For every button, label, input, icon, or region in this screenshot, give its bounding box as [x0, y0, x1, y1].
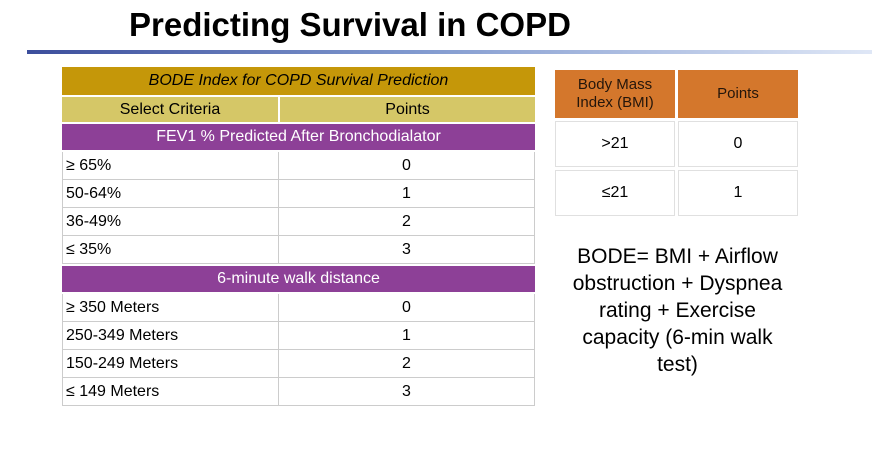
table-row: ≤ 35% 3	[62, 236, 535, 264]
points-cell: 3	[402, 382, 411, 400]
bode-index-table: BODE Index for COPD Survival Prediction …	[62, 67, 535, 406]
title-underline-rule	[27, 50, 872, 54]
points-cell: 2	[402, 354, 411, 372]
points-cell: 0	[402, 156, 411, 174]
slide-title: Predicting Survival in COPD	[129, 6, 571, 43]
points-cell: 1	[402, 184, 411, 202]
section-header-walk-distance: 6-minute walk distance	[62, 266, 535, 292]
criteria-cell: 50-64%	[63, 180, 279, 207]
bmi-points-column-header: Points	[678, 70, 798, 118]
bmi-points-cell: 1	[678, 170, 798, 216]
points-cell: 0	[402, 298, 411, 316]
column-header-select-criteria: Select Criteria	[62, 97, 278, 122]
points-cell: 1	[402, 326, 411, 344]
bode-formula-text: BODE= BMI + Airflow obstruction + Dyspne…	[572, 245, 783, 376]
points-cell: 2	[402, 212, 411, 230]
criteria-cell: ≤ 35%	[63, 236, 279, 263]
criteria-cell: ≤ 149 Meters	[63, 378, 279, 405]
table-row: 150-249 Meters 2	[62, 350, 535, 378]
bode-table-column-header-row: Select Criteria Points	[62, 97, 535, 122]
criteria-cell: 250-349 Meters	[63, 322, 279, 349]
bmi-value-cell: >21	[555, 121, 675, 167]
table-row: ≥ 65% 0	[62, 152, 535, 180]
table-row: ≤ 149 Meters 3	[62, 378, 535, 406]
table-row: 50-64% 1	[62, 180, 535, 208]
bmi-points-cell: 0	[678, 121, 798, 167]
table-row: 36-49% 2	[62, 208, 535, 236]
table-row: 250-349 Meters 1	[62, 322, 535, 350]
criteria-cell: ≥ 350 Meters	[63, 294, 279, 321]
criteria-cell: 150-249 Meters	[63, 350, 279, 377]
points-cell: 3	[402, 240, 411, 258]
table-row: ≥ 350 Meters 0	[62, 294, 535, 322]
criteria-cell: ≥ 65%	[63, 152, 279, 179]
column-header-points: Points	[280, 97, 535, 122]
bode-table-title: BODE Index for COPD Survival Prediction	[62, 67, 535, 95]
bmi-column-header: Body Mass Index (BMI)	[555, 70, 675, 118]
section-header-fev1: FEV1 % Predicted After Bronchodialator	[62, 124, 535, 150]
bmi-value-cell: ≤21	[555, 170, 675, 216]
criteria-cell: 36-49%	[63, 208, 279, 235]
bmi-table: Body Mass Index (BMI) Points >21 0 ≤21 1	[555, 70, 798, 216]
